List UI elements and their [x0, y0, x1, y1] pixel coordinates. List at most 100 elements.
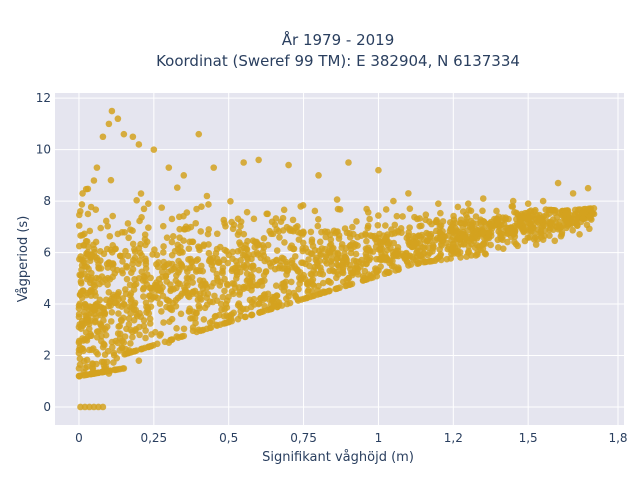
density-point — [479, 229, 487, 236]
density-point — [118, 344, 126, 351]
density-point — [100, 317, 107, 324]
density-point — [367, 232, 374, 239]
density-point — [77, 278, 85, 285]
density-point — [533, 212, 541, 219]
density-point — [306, 262, 313, 270]
density-point — [276, 234, 283, 241]
density-point — [189, 327, 197, 335]
density-point — [508, 203, 516, 210]
density-point — [315, 215, 322, 223]
density-point — [127, 326, 134, 334]
density-point — [222, 300, 230, 308]
density-point — [464, 227, 471, 234]
data-point — [539, 197, 547, 205]
density-point — [326, 267, 333, 275]
density-point — [184, 292, 192, 300]
density-point — [375, 212, 382, 219]
data-point — [405, 190, 412, 197]
density-point — [363, 237, 370, 245]
density-point — [97, 224, 105, 232]
density-point — [180, 325, 188, 333]
density-point — [185, 245, 193, 252]
grid-lines — [55, 93, 624, 425]
density-point — [282, 278, 290, 286]
density-point — [291, 253, 299, 260]
density-point — [276, 262, 284, 270]
y-tick-label: 8 — [43, 194, 51, 208]
density-point — [314, 222, 322, 230]
density-point — [84, 185, 92, 193]
density-point — [319, 279, 327, 287]
density-point — [178, 290, 186, 298]
y-tick-label: 12 — [36, 91, 51, 105]
density-point — [325, 278, 333, 285]
density-point — [110, 351, 118, 359]
density-point — [143, 238, 151, 246]
density-point — [290, 245, 297, 253]
density-point — [259, 242, 267, 249]
density-point — [473, 235, 481, 242]
density-point — [100, 250, 108, 258]
density-point — [159, 222, 167, 230]
density-point — [75, 222, 83, 229]
density-point — [180, 237, 187, 244]
density-point — [427, 232, 434, 240]
y-axis-ticks: 0 2 4 6 8 10 12 — [36, 91, 51, 414]
density-point — [136, 331, 143, 339]
density-point — [110, 359, 117, 366]
density-point — [160, 263, 168, 271]
density-point — [104, 281, 111, 288]
density-point — [197, 327, 204, 335]
density-point — [82, 301, 89, 309]
density-point — [88, 251, 96, 258]
density-point — [156, 300, 164, 307]
density-point — [280, 206, 288, 214]
density-point — [82, 329, 90, 336]
density-point — [248, 273, 256, 281]
density-point — [524, 217, 532, 224]
density-point — [235, 228, 243, 236]
density-point — [192, 268, 200, 275]
density-point — [576, 231, 583, 238]
density-point — [205, 249, 213, 257]
density-point — [318, 228, 325, 236]
density-point — [123, 307, 131, 314]
density-point — [117, 316, 125, 324]
density-point — [153, 260, 160, 268]
density-point — [90, 245, 98, 253]
density-point — [512, 240, 520, 248]
density-point — [158, 308, 165, 315]
density-point — [495, 228, 502, 235]
density-point — [88, 269, 95, 277]
density-point — [127, 340, 134, 347]
x-axis-ticks: 0 0,25 0,5 0,75 1 1,2 1,5 1,8 — [75, 431, 627, 445]
density-point — [224, 281, 231, 289]
density-point — [219, 293, 227, 301]
density-point — [131, 347, 139, 355]
density-point — [118, 337, 126, 345]
density-point — [299, 202, 307, 209]
density-point — [363, 253, 370, 261]
density-point — [366, 215, 373, 223]
density-point — [358, 256, 365, 264]
density-point — [558, 229, 566, 236]
data-point — [464, 200, 472, 207]
density-point — [142, 334, 149, 342]
density-point — [208, 261, 216, 269]
density-point — [76, 361, 84, 368]
density-point — [381, 270, 389, 278]
density-point — [250, 265, 257, 273]
density-point — [326, 231, 334, 239]
density-point — [154, 294, 162, 302]
density-point — [78, 201, 86, 208]
density-point — [524, 209, 531, 217]
density-point — [106, 232, 114, 240]
data-point — [99, 133, 107, 141]
density-point — [307, 277, 315, 285]
density-point — [125, 315, 133, 322]
density-point — [154, 340, 161, 348]
density-point — [502, 214, 509, 222]
density-point — [325, 287, 332, 295]
density-point — [398, 250, 406, 258]
density-point — [510, 225, 518, 232]
